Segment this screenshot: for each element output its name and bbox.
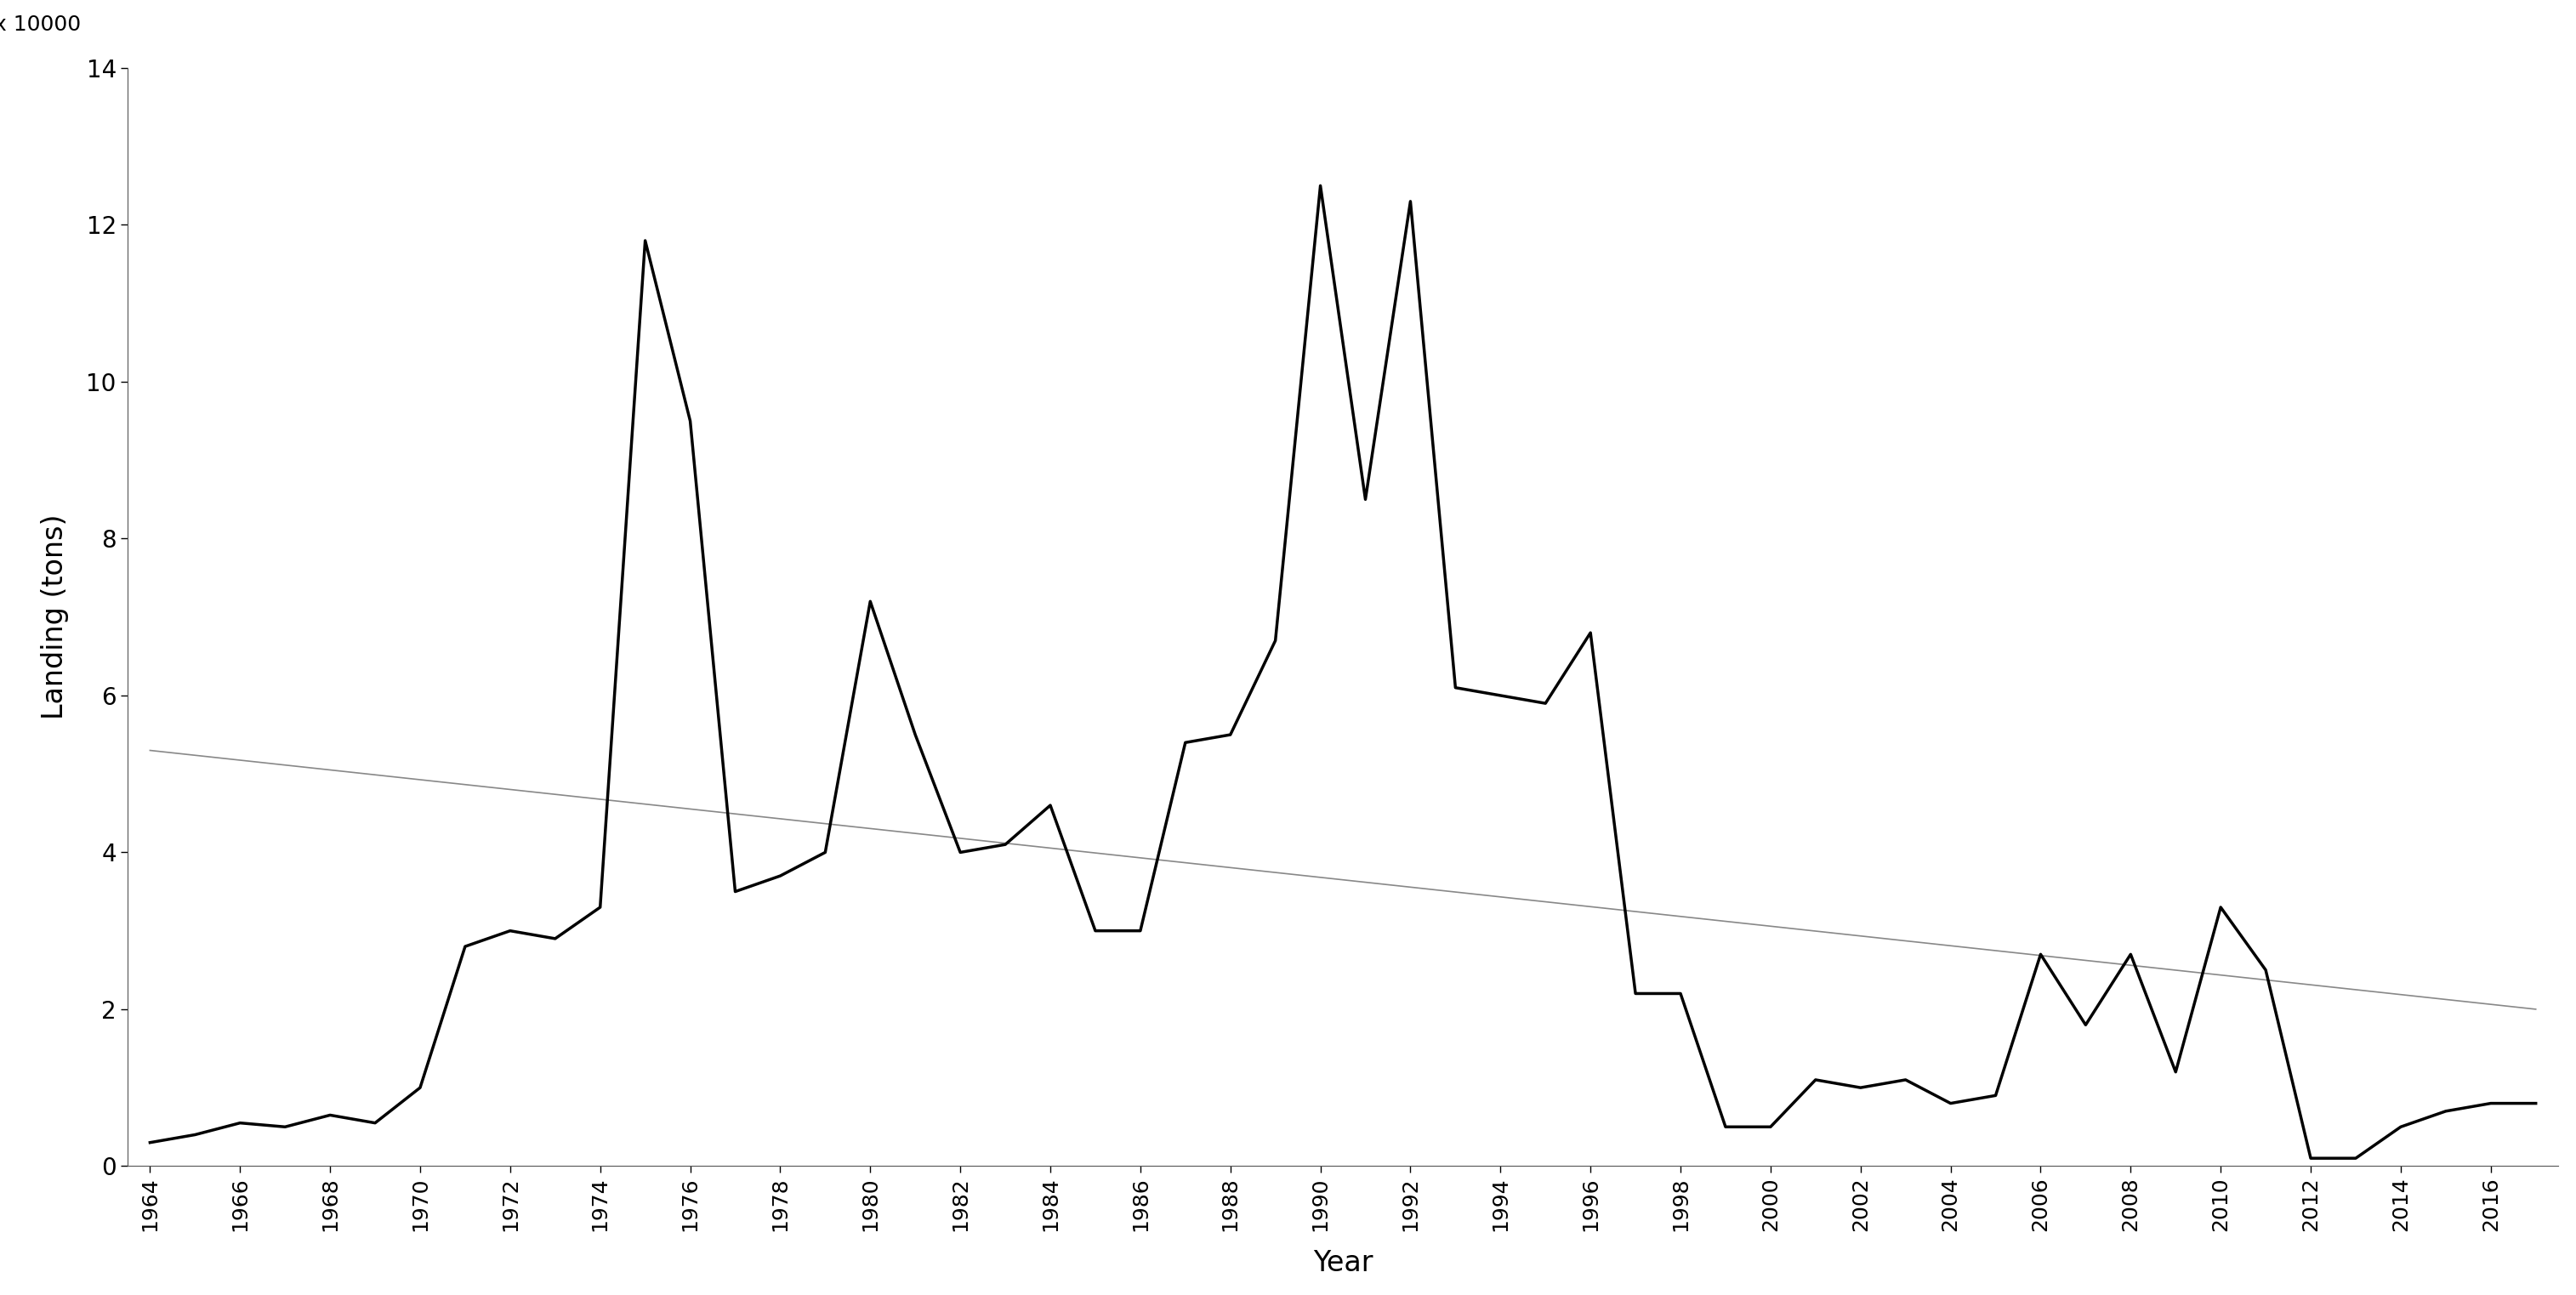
Text: x 10000: x 10000 (0, 14, 80, 35)
X-axis label: Year: Year (1314, 1250, 1373, 1277)
Y-axis label: Landing (tons): Landing (tons) (41, 514, 70, 720)
